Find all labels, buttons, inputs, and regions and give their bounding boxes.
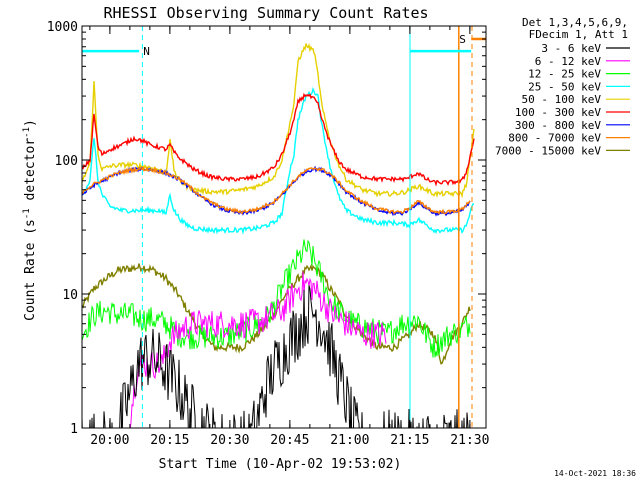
series-layer [82, 42, 475, 428]
flag-s-label: S [459, 33, 466, 46]
legend-header-decimation: FDecim 1, Att 1 [529, 28, 628, 41]
y-axis-label: Count Rate (s-1 detector-1) [22, 119, 38, 321]
x-axis-ticks: 20:00 20:15 20:30 20:45 21:00 21:15 21:30 [89, 26, 489, 448]
legend-entry-label: 3 - 6 keV [541, 42, 601, 55]
chart-title: RHESSI Observing Summary Count Rates [103, 4, 428, 22]
x-tick-label: 21:15 [390, 433, 429, 448]
series-line-25to50kev [82, 87, 475, 235]
legend-entry-label: 800 - 7000 keV [508, 132, 601, 145]
y-tick-label: 10 [62, 288, 78, 303]
legend-entry-label: 50 - 100 keV [522, 93, 602, 106]
x-tick-label: 20:15 [150, 433, 189, 448]
series-line-6to12kev [129, 271, 387, 428]
legend-entry-label: 300 - 800 keV [515, 119, 601, 132]
series-line-3to6kev [82, 285, 471, 428]
x-tick-label: 20:00 [90, 433, 129, 448]
legend-entry-label: 25 - 50 keV [528, 80, 601, 93]
x-tick-label: 21:30 [450, 433, 489, 448]
series-line-7000to15000kev [82, 263, 471, 365]
series-line-800to7000kev [82, 165, 471, 216]
y-tick-label: 1 [70, 422, 78, 437]
series-line-100to300kev [82, 92, 475, 187]
series-line-12to25kev [82, 239, 471, 358]
y-axis-ticks: 1 10 100 1000 [47, 20, 486, 437]
y-tick-label: 100 [55, 154, 78, 169]
y-axis-label-text: Count Rate (s-1 detector-1) [22, 119, 38, 321]
legend-entry-label: 7000 - 15000 keV [495, 144, 601, 157]
x-tick-label: 20:45 [270, 433, 309, 448]
x-axis-label: Start Time (10-Apr-02 19:53:02) [159, 457, 402, 472]
flag-n-label: N [143, 45, 150, 58]
legend-header-detectors: Det 1,3,4,5,6,9, [522, 16, 628, 29]
x-tick-label: 20:30 [210, 433, 249, 448]
series-line-50to100kev [82, 42, 475, 199]
legend: Det 1,3,4,5,6,9, FDecim 1, Att 1 3 - 6 k… [495, 16, 630, 157]
plot-frame [81, 25, 487, 429]
legend-entry-label: 6 - 12 keV [535, 55, 602, 68]
legend-entry-label: 12 - 25 keV [528, 68, 601, 81]
footer-date: 14-Oct-2021 18:36 [554, 469, 636, 478]
y-tick-label: 1000 [47, 20, 78, 35]
x-tick-label: 21:00 [330, 433, 369, 448]
legend-entry-label: 100 - 300 keV [515, 106, 601, 119]
